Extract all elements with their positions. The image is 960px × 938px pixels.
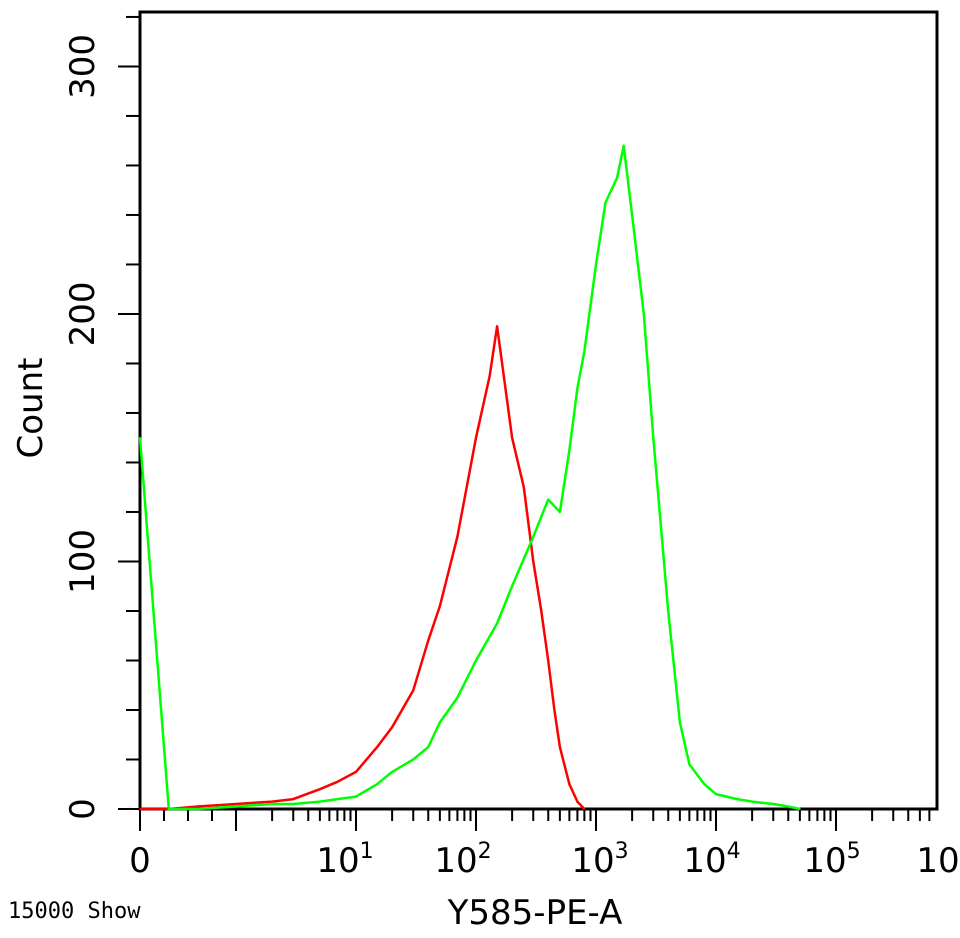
series-2-point — [427, 746, 430, 749]
series-line-1 — [140, 325, 586, 811]
x-axis-title: Y585-PE-A — [447, 893, 623, 933]
series-2-point — [235, 805, 237, 808]
series-2-point — [412, 758, 415, 761]
series-2-point — [688, 763, 691, 766]
x-tick-label: 103 — [571, 839, 628, 881]
series-1-point — [376, 746, 379, 749]
series-1-point — [475, 436, 477, 439]
series-2-point — [576, 387, 579, 390]
series-1-point — [522, 486, 525, 489]
series-2-point — [167, 808, 170, 810]
series-2-point — [787, 805, 790, 808]
x-tick-label: 104 — [683, 839, 740, 881]
series-2-point — [391, 770, 394, 773]
series-2-point — [616, 176, 619, 179]
y-axis-title: Count — [11, 358, 51, 459]
x-axis: 0 101 102 103 104 105 106 — [129, 809, 960, 881]
series-1-point — [583, 808, 586, 810]
series-1-point — [427, 639, 430, 642]
series-2-point — [196, 808, 199, 810]
series-2-point — [772, 803, 775, 805]
plot-frame — [138, 10, 939, 811]
series-2-point — [595, 263, 597, 266]
series-2-point — [139, 436, 141, 439]
series-1-point — [511, 436, 514, 439]
series-2-point — [547, 498, 550, 501]
series-2-point — [336, 798, 339, 800]
series-1-point — [271, 800, 274, 803]
series-2-point — [583, 350, 586, 352]
series-2-point — [511, 585, 514, 588]
series-2-point — [678, 721, 681, 724]
series-2-point — [355, 795, 357, 798]
series-2-point — [475, 659, 477, 662]
series-2-point — [568, 449, 571, 452]
series-1-point — [139, 808, 141, 810]
series-1-point — [568, 783, 571, 786]
series-2-point — [631, 214, 634, 216]
series-1-point — [547, 659, 550, 662]
series-1-point — [558, 746, 561, 749]
series-2-point — [558, 511, 561, 513]
series-1-point — [496, 325, 499, 328]
x-tick-label: 101 — [316, 839, 373, 881]
x-tick-label: 106 — [916, 839, 960, 881]
series-1-point — [438, 605, 441, 607]
series-2-point — [318, 800, 321, 803]
series-2-point — [703, 783, 706, 786]
series-2-point — [736, 798, 739, 800]
series-1-point — [456, 535, 459, 538]
series-2-point — [652, 436, 655, 439]
series-1-point — [576, 800, 579, 803]
series-2-point — [456, 696, 459, 699]
series-2-point — [438, 721, 441, 724]
series-2-point — [496, 622, 499, 625]
series-2-point — [532, 535, 535, 538]
series-1-point — [553, 709, 556, 711]
series-2-point — [798, 808, 801, 810]
x-tick-label: 105 — [803, 839, 860, 881]
series-1-point — [235, 803, 237, 805]
series-2-point — [376, 783, 379, 786]
series-1-point — [355, 770, 357, 773]
series-1-point — [540, 610, 543, 612]
series-2-point — [642, 313, 645, 315]
series-1-point — [292, 798, 295, 800]
series-2-point — [715, 793, 717, 796]
y-tick-label: 0 — [63, 798, 103, 820]
x-tick-label: 102 — [434, 839, 491, 881]
series-1-point — [336, 780, 339, 783]
series-1-point — [318, 788, 321, 791]
series-line-2 — [138, 144, 801, 811]
y-tick-label: 300 — [63, 34, 103, 99]
series-1-point — [391, 726, 394, 729]
y-axis: 0 100 200 300 — [63, 15, 140, 820]
events-count-note: 15000 Show — [8, 899, 141, 924]
series-layer — [138, 144, 801, 811]
series-2-point — [667, 610, 670, 612]
series-2-point — [604, 201, 607, 204]
y-tick-label: 200 — [63, 282, 103, 347]
x-tick-label: 0 — [129, 841, 151, 881]
series-2-point — [271, 803, 274, 805]
y-tick-label: 100 — [63, 529, 103, 594]
series-2-point — [292, 803, 295, 805]
series-1-point — [412, 689, 415, 692]
series-2-point — [751, 800, 754, 803]
series-1-point — [532, 560, 535, 563]
series-2-point — [622, 144, 625, 147]
series-1-point — [488, 374, 491, 377]
series-1-point — [196, 805, 199, 808]
